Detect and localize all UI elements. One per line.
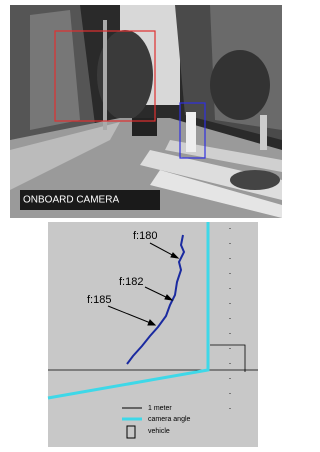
legend-label: camera angle <box>148 416 191 423</box>
frame-label: f:185 <box>87 294 111 306</box>
top-view-diagram: f:180 f:182 f:185 1 meter camera angle v… <box>48 222 258 447</box>
figure: ONBOARD CAMERA f:180 f:182 f:185 1 meter… <box>0 0 293 452</box>
camera-image: ONBOARD CAMERA <box>10 5 282 218</box>
camera-label: ONBOARD CAMERA <box>23 195 119 206</box>
frame-label: f:182 <box>119 276 143 288</box>
legend-label: 1 meter <box>148 405 172 412</box>
frame-label: f:180 <box>133 230 157 242</box>
legend-label: vehicle <box>148 428 170 435</box>
